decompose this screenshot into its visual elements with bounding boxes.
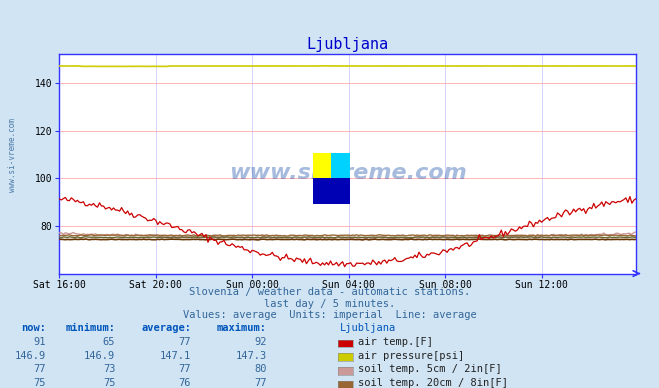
Text: 77: 77 <box>179 336 191 346</box>
Text: Values: average  Units: imperial  Line: average: Values: average Units: imperial Line: av… <box>183 310 476 320</box>
Text: 75: 75 <box>103 378 115 388</box>
Text: maximum:: maximum: <box>217 322 267 333</box>
Text: average:: average: <box>141 322 191 333</box>
Text: 92: 92 <box>254 336 267 346</box>
Text: 77: 77 <box>254 378 267 388</box>
Text: 147.3: 147.3 <box>236 350 267 360</box>
Text: soil temp. 5cm / 2in[F]: soil temp. 5cm / 2in[F] <box>358 364 501 374</box>
Text: 147.1: 147.1 <box>160 350 191 360</box>
Title: Ljubljana: Ljubljana <box>306 37 389 52</box>
Text: 146.9: 146.9 <box>15 350 46 360</box>
Text: www.si-vreme.com: www.si-vreme.com <box>229 163 467 183</box>
Text: 75: 75 <box>34 378 46 388</box>
Text: soil temp. 20cm / 8in[F]: soil temp. 20cm / 8in[F] <box>358 378 508 388</box>
Text: 80: 80 <box>254 364 267 374</box>
Text: Ljubljana: Ljubljana <box>339 322 395 333</box>
Text: 91: 91 <box>34 336 46 346</box>
Text: last day / 5 minutes.: last day / 5 minutes. <box>264 298 395 308</box>
Text: 65: 65 <box>103 336 115 346</box>
Text: minimum:: minimum: <box>65 322 115 333</box>
Text: 77: 77 <box>179 364 191 374</box>
Text: 76: 76 <box>179 378 191 388</box>
Text: 146.9: 146.9 <box>84 350 115 360</box>
Text: Slovenia / weather data - automatic stations.: Slovenia / weather data - automatic stat… <box>189 287 470 297</box>
Text: now:: now: <box>21 322 46 333</box>
Text: air pressure[psi]: air pressure[psi] <box>358 350 464 360</box>
Text: air temp.[F]: air temp.[F] <box>358 336 433 346</box>
Text: www.si-vreme.com: www.si-vreme.com <box>8 118 17 192</box>
Text: 73: 73 <box>103 364 115 374</box>
Text: 77: 77 <box>34 364 46 374</box>
